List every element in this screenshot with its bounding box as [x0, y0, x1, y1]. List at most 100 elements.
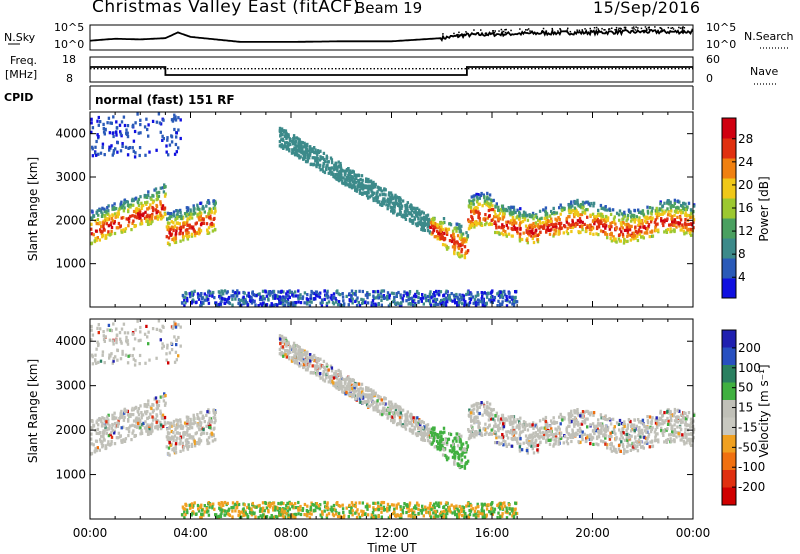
range-cell	[636, 445, 639, 449]
range-cell	[111, 213, 114, 218]
range-cell	[111, 429, 114, 433]
range-cell	[122, 228, 125, 232]
range-cell	[404, 427, 408, 431]
range-cell	[444, 228, 447, 232]
range-cell	[613, 237, 616, 241]
range-cell	[580, 422, 584, 426]
range-cell	[670, 229, 673, 234]
range-cell	[212, 411, 216, 415]
range-cell	[166, 217, 169, 221]
range-cell	[654, 224, 658, 228]
range-cell	[155, 120, 159, 124]
range-cell	[542, 208, 545, 212]
range-cell	[369, 179, 373, 183]
range-cell	[554, 434, 558, 438]
range-cell	[480, 296, 483, 301]
range-cell	[306, 302, 309, 306]
nsky-point	[589, 30, 592, 32]
range-cell	[309, 353, 312, 357]
range-cell	[135, 425, 139, 429]
range-cell	[142, 421, 145, 425]
range-cell	[504, 440, 507, 444]
range-cell	[359, 177, 362, 182]
range-cell	[666, 227, 670, 232]
range-cell	[659, 409, 662, 413]
range-cell	[524, 215, 527, 219]
range-cell	[578, 434, 582, 438]
range-cell	[577, 423, 580, 427]
range-cell	[377, 296, 380, 300]
range-cell	[433, 294, 436, 298]
range-cell	[501, 300, 504, 304]
range-cell	[501, 294, 504, 299]
range-cell	[382, 192, 386, 196]
range-cell	[370, 181, 374, 186]
range-cell	[283, 141, 287, 145]
range-cell	[113, 212, 117, 216]
range-cell	[446, 300, 449, 304]
range-cell	[496, 427, 500, 431]
range-cell	[146, 219, 149, 224]
range-cell	[327, 171, 330, 175]
range-cell	[297, 137, 300, 141]
range-cell	[371, 299, 375, 303]
range-cell	[394, 302, 397, 306]
range-cell	[168, 143, 172, 147]
range-cell	[337, 292, 340, 296]
range-cell	[684, 420, 687, 425]
range-cell	[536, 448, 539, 452]
range-cell	[129, 203, 132, 207]
range-cell	[355, 174, 358, 178]
range-cell	[491, 217, 495, 221]
range-cell	[144, 420, 147, 424]
range-cell	[198, 207, 201, 211]
range-cell	[192, 415, 196, 419]
range-cell	[531, 236, 534, 241]
range-cell	[685, 226, 688, 230]
range-cell	[107, 418, 110, 422]
range-cell	[304, 150, 307, 155]
range-cell	[294, 139, 297, 143]
range-cell	[481, 300, 484, 304]
range-cell	[329, 156, 333, 160]
range-cell	[406, 213, 409, 217]
range-cell	[648, 415, 652, 419]
range-cell	[337, 368, 340, 372]
range-cell	[498, 211, 502, 215]
range-cell	[178, 222, 181, 226]
range-cell	[97, 135, 100, 139]
range-cell	[413, 298, 416, 302]
range-cell	[297, 289, 300, 293]
range-cell	[613, 220, 616, 224]
range-cell	[156, 197, 160, 201]
range-cell	[306, 153, 310, 157]
range-cell	[252, 300, 255, 304]
range-cell	[297, 295, 300, 299]
range-cell	[406, 201, 409, 205]
range-cell	[339, 378, 342, 382]
range-cell	[151, 119, 155, 123]
range-cell	[106, 206, 109, 210]
range-cell	[206, 441, 209, 446]
range-cell	[632, 235, 635, 239]
range-cell	[372, 389, 375, 393]
range-cell	[532, 240, 536, 245]
range-cell	[97, 213, 100, 217]
range-cell	[220, 294, 223, 298]
range-cell	[667, 411, 671, 415]
range-cell	[530, 234, 533, 238]
range-cell	[486, 195, 489, 199]
range-cell	[376, 404, 380, 408]
range-cell	[338, 175, 341, 179]
range-cell	[497, 415, 500, 419]
range-cell	[667, 202, 671, 206]
range-cell	[689, 443, 693, 447]
range-cell	[442, 293, 446, 297]
range-cell	[186, 219, 189, 223]
nsky-point	[643, 29, 645, 32]
range-cell	[565, 426, 569, 430]
range-cell	[296, 154, 299, 158]
range-cell	[465, 231, 468, 235]
range-cell	[292, 134, 296, 138]
range-cell	[101, 221, 104, 225]
